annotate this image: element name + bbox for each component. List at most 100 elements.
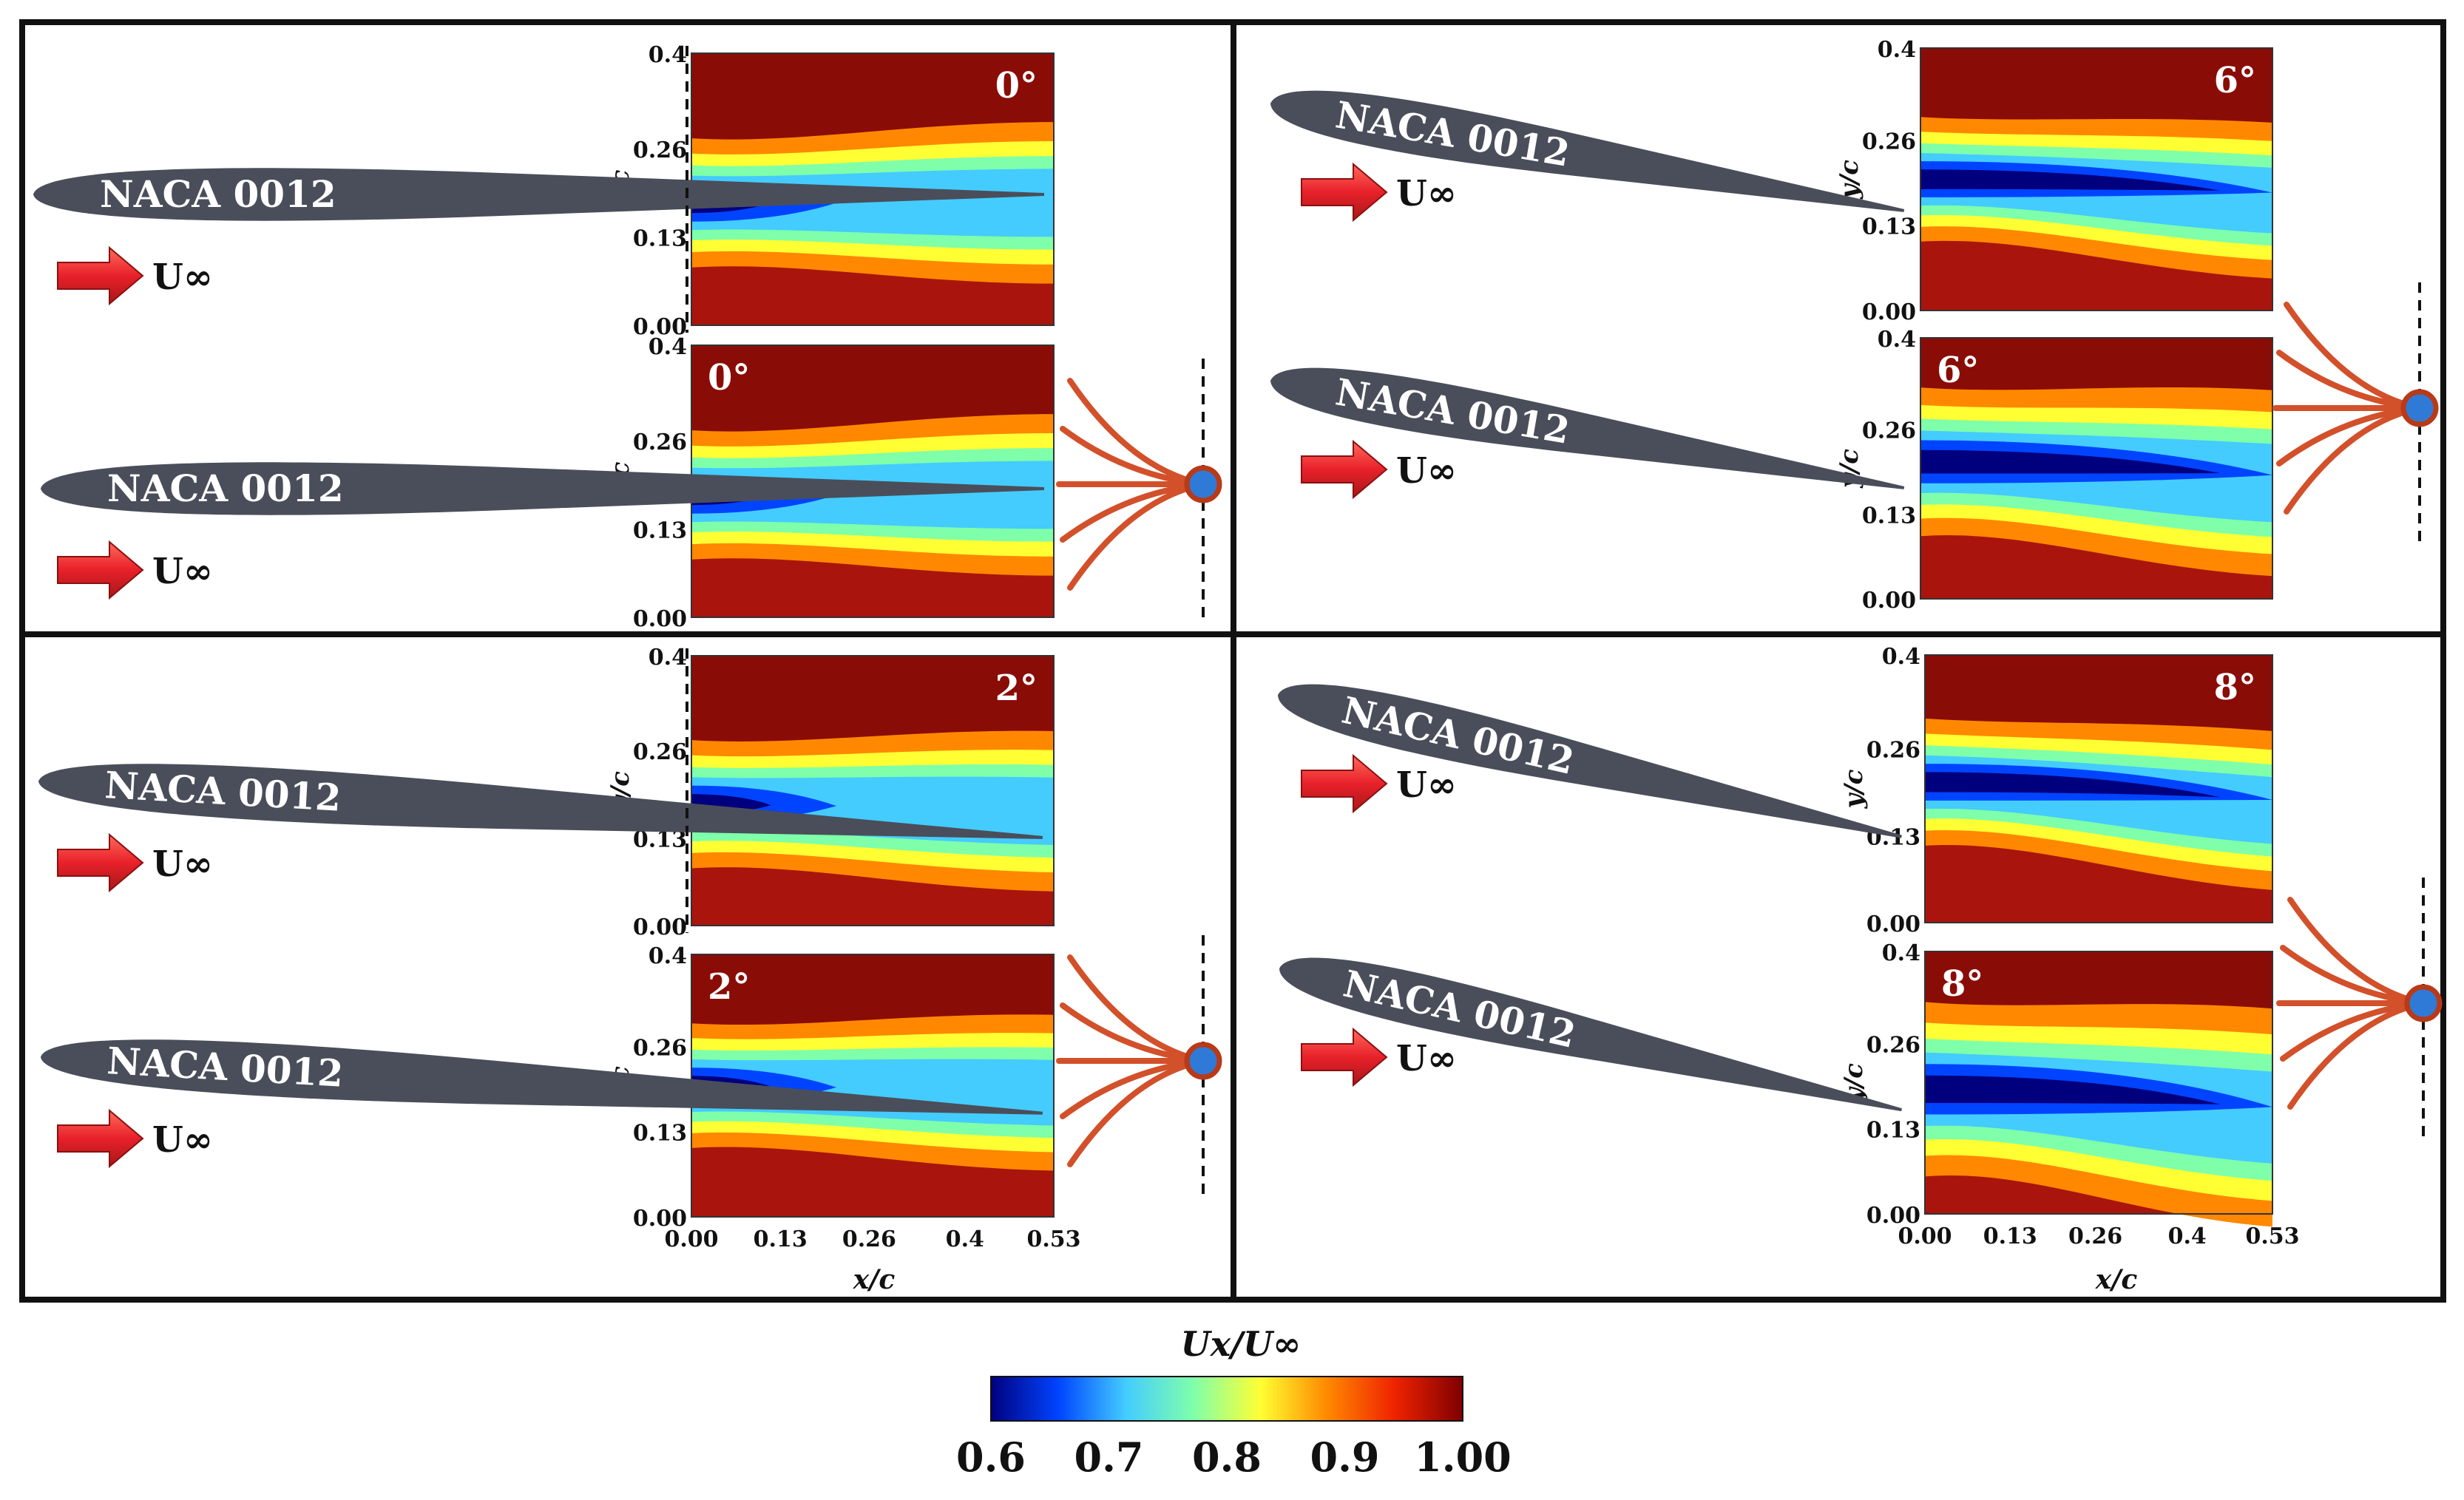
airfoil-shape	[1270, 90, 1905, 212]
y-tick-label: 0.26	[633, 430, 687, 455]
freestream-label: U∞	[152, 1119, 213, 1161]
freestream-label: U∞	[152, 551, 213, 592]
airfoil-shape	[33, 168, 1044, 221]
airfoil-shape	[41, 1039, 1043, 1115]
freestream-label: U∞	[1396, 1038, 1457, 1079]
airfoil-shape	[38, 764, 1043, 839]
airfoil-shape	[1278, 684, 1902, 838]
x-tick-label: 0.53	[2245, 1224, 2299, 1249]
airfoil-label: NACA 0012	[1333, 370, 1573, 452]
y-tick-label: 0.4	[1878, 327, 1916, 353]
plot-frame	[1920, 337, 2273, 600]
airfoil: NACA 0012	[38, 763, 1043, 839]
actuator-hub	[2404, 984, 2443, 1022]
angle-label: 0°	[708, 357, 750, 398]
arrow-icon	[57, 540, 144, 600]
colorbar: Ux/U∞ 0.6 0.7 0.8 0.9 1.00	[956, 1324, 1512, 1481]
freestream-arrow: U∞	[1301, 162, 1457, 223]
y-tick-label: 0.4	[1882, 644, 1920, 670]
plot-frame	[1924, 951, 2273, 1215]
x-tick-label: 0.4	[946, 1226, 984, 1252]
y-tick-label: 0.26	[1862, 418, 1916, 444]
y-tick-label: 0.00	[633, 1206, 687, 1232]
y-tick-label: 0.4	[1878, 37, 1916, 63]
y-tick-label: 0.00	[633, 914, 687, 940]
y-tick-label: 0.26	[1866, 738, 1920, 764]
freestream-arrow: U∞	[1301, 1027, 1457, 1087]
x-tick-label: 0.13	[1983, 1224, 2037, 1249]
wake-core-contour	[1920, 449, 2220, 474]
freestream-arrow: U∞	[57, 245, 213, 306]
arrow-icon	[57, 832, 144, 893]
y-tick-label: 0.00	[1866, 912, 1920, 937]
airfoil-label: NACA 0012	[1333, 92, 1573, 174]
angle-label: 6°	[1937, 350, 1979, 391]
angle-label: 0°	[995, 65, 1038, 106]
airfoil-shape	[1270, 367, 1905, 489]
actuator-hub	[1184, 465, 1222, 503]
x-tick-label: 0.26	[842, 1226, 896, 1252]
airfoil-label: NACA 0012	[107, 466, 344, 510]
y-tick-label: 0.4	[1882, 940, 1920, 966]
arrow-icon	[1301, 1027, 1388, 1087]
angle-label: 6°	[2214, 60, 2256, 101]
airfoil-label: NACA 0012	[1339, 962, 1580, 1056]
y-tick-label: 0.13	[633, 225, 687, 251]
freestream-arrow: U∞	[1301, 439, 1457, 500]
airfoil: NACA 0012	[41, 1039, 1043, 1115]
airfoil-label: NACA 0012	[1338, 688, 1578, 783]
colorbar-tick-label: 0.9	[1310, 1433, 1380, 1481]
colorbar-tick-label: 0.6	[956, 1433, 1026, 1481]
arrow-icon	[57, 1108, 144, 1169]
airfoil-label: NACA 0012	[100, 172, 336, 216]
airfoil: NACA 0012	[1278, 684, 1902, 838]
y-tick-label: 0.4	[649, 645, 687, 671]
y-tick-label: 0.4	[649, 943, 687, 969]
y-tick-label: 0.13	[633, 517, 687, 543]
wake-core-contour	[1925, 772, 2221, 798]
arrow-icon	[57, 245, 144, 306]
actuator-icon	[1056, 359, 1222, 625]
freestream-label: U∞	[152, 844, 213, 885]
panel-8: 8°0.000.130.260.4y/c0.00 0.13 0.26 0.4 0.53N…	[1279, 878, 2443, 1249]
airfoil: NACA 0012	[33, 168, 1044, 221]
x-tick-label: 0.4	[2168, 1224, 2207, 1249]
angle-label: 8°	[1941, 963, 1983, 1005]
y-tick-label: 0.00	[1862, 299, 1916, 325]
y-tick-label: 0.13	[1866, 1118, 1920, 1144]
x-tick-label: 0.26	[2068, 1224, 2122, 1249]
y-tick-label: 0.4	[649, 42, 687, 68]
actuator-icon	[1056, 935, 1222, 1201]
arrow-icon	[1301, 439, 1388, 500]
colorbar-tick-label: 0.8	[1192, 1433, 1262, 1481]
freestream-arrow: U∞	[57, 832, 213, 893]
freestream-arrow: U∞	[57, 1108, 213, 1169]
airfoil: NACA 0012	[1279, 957, 1902, 1112]
arrow-icon	[1301, 162, 1388, 223]
y-tick-label: 0.26	[633, 739, 687, 765]
x-axis-label-left: x/c	[853, 1264, 896, 1295]
y-tick-label: 0.13	[1862, 503, 1916, 529]
y-axis-label: y/c	[1839, 769, 1869, 809]
y-axis-label: y/c	[1835, 160, 1864, 200]
freestream-arrow: U∞	[1301, 753, 1457, 814]
y-tick-label: 0.26	[633, 138, 687, 163]
colorbar-label: Ux/U∞	[1181, 1324, 1302, 1364]
plot-frame	[1920, 47, 2273, 311]
y-tick-label: 0.26	[633, 1035, 687, 1061]
actuator-hub	[1184, 1042, 1222, 1080]
colorbar-gradient	[990, 1376, 1463, 1422]
x-axis-label-right: x/c	[2095, 1264, 2138, 1295]
plot-frame	[1924, 654, 2273, 923]
quadrant-frame-bottom-right	[1231, 631, 2446, 1303]
y-tick-label: 0.4	[649, 334, 687, 360]
freestream-label: U∞	[1396, 173, 1457, 214]
x-tick-label: 0.00	[1898, 1224, 1952, 1249]
angle-label: 2°	[995, 668, 1038, 709]
freestream-label: U∞	[152, 257, 213, 298]
